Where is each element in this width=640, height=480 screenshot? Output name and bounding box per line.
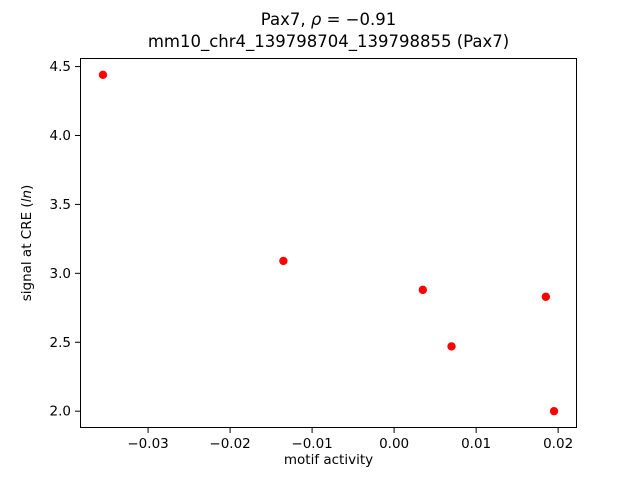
data-point: [279, 256, 288, 266]
x-tick-label: 0.00: [379, 436, 409, 452]
y-tick-label: 4.0: [50, 128, 71, 144]
data-point: [98, 70, 108, 80]
axes-frame: [80, 58, 577, 428]
chart-subtitle: mm10_chr4_139798704_139798855 (Pax7): [147, 32, 510, 51]
x-axis-label: motif activity: [283, 452, 374, 468]
chart-title: Pax7, ρ = −0.91: [80, 10, 577, 30]
chart-title-rho: ρ: [310, 10, 322, 29]
y-tick-label: 3.5: [50, 197, 71, 213]
data-point: [549, 406, 559, 416]
x-tick-label: −0.01: [291, 436, 332, 452]
y-tick-label: 2.5: [50, 335, 71, 351]
y-tick-label: 2.0: [50, 404, 71, 420]
x-tick-label: 0.01: [461, 436, 491, 452]
y-tick-label: 4.5: [50, 59, 71, 75]
y-axis-label-italic: ln: [19, 189, 35, 203]
x-tick-label: −0.03: [127, 436, 168, 452]
y-tick-label: 3.0: [50, 266, 71, 282]
data-point: [418, 285, 428, 295]
data-point: [447, 342, 456, 351]
y-axis-label: signal at CRE (ln): [19, 185, 35, 302]
plot-area: −0.03 −0.02 −0.01 0.00 0.01 0.02 2.0 2.5 3.0 3.5 4…: [50, 58, 577, 452]
x-tick-label: −0.02: [209, 436, 250, 452]
chart-title-prefix: Pax7,: [260, 10, 311, 29]
y-axis-label-suffix: ): [19, 184, 35, 190]
chart-title-suffix: = −0.91: [321, 10, 397, 29]
y-axis-label-prefix: signal at CRE (: [19, 202, 35, 302]
data-point: [541, 292, 551, 301]
x-tick-label: 0.02: [543, 436, 573, 452]
